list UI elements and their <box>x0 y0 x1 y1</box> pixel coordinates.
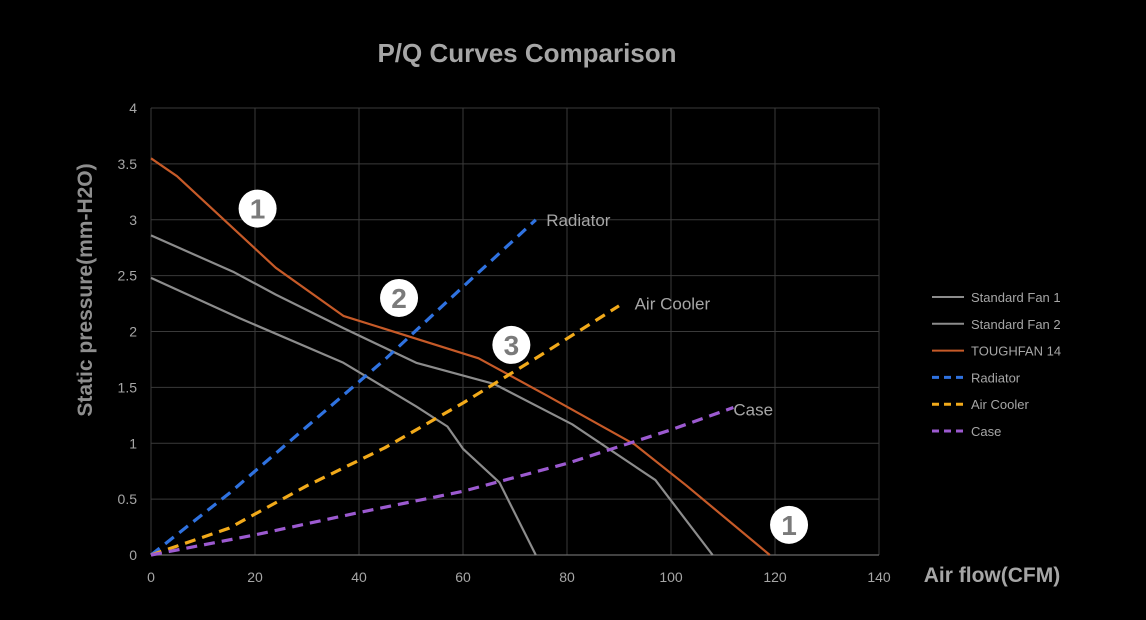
series-line-standard-fan-1 <box>150 276 537 556</box>
legend-label: Standard Fan 2 <box>971 317 1061 332</box>
chart-title: P/Q Curves Comparison <box>377 38 676 68</box>
y-tick-label: 1 <box>129 435 137 451</box>
legend-label: TOUGHFAN 14 <box>971 344 1061 359</box>
x-axis-label: Air flow(CFM) <box>924 564 1060 587</box>
legend-label: Radiator <box>971 370 1021 385</box>
legend-label: Case <box>971 424 1001 439</box>
y-tick-label: 3 <box>129 212 137 228</box>
numbered-marker: 1 <box>238 189 277 228</box>
x-tick-label: 40 <box>351 569 367 585</box>
curve-label: Radiator <box>546 211 611 230</box>
x-tick-label: 140 <box>867 569 891 585</box>
y-tick-label: 3.5 <box>118 156 138 172</box>
series-lines <box>150 157 771 557</box>
y-tick-label: 1.5 <box>118 379 138 395</box>
legend-label: Standard Fan 1 <box>971 290 1061 305</box>
series-line-case <box>150 405 734 557</box>
y-tick-label: 0.5 <box>118 491 138 507</box>
series-line-toughfan-14 <box>150 157 771 556</box>
marker-number: 3 <box>504 330 520 361</box>
marker-number: 2 <box>391 283 407 314</box>
marker-circle <box>238 189 277 228</box>
marker-number: 1 <box>781 510 797 541</box>
x-tick-label: 120 <box>763 569 787 585</box>
y-tick-label: 4 <box>129 100 137 116</box>
tick-labels: 00.511.522.533.540 20 40 60 80 100 120 140 <box>118 100 891 585</box>
numbered-marker: 2 <box>380 278 419 317</box>
y-axis-label: Static pressure(mm-H2O) <box>74 163 97 416</box>
numbered-marker: 3 <box>492 325 531 364</box>
legend: Standard Fan 1 Standard Fan 2 TOUGHFAN 14 R… <box>932 290 1061 439</box>
x-tick-label: 80 <box>559 569 575 585</box>
x-tick-label: 60 <box>455 569 471 585</box>
marker-number: 1 <box>250 194 266 225</box>
y-tick-label: 0 <box>129 547 137 563</box>
x-tick-label: 100 <box>659 569 683 585</box>
series-line-standard-fan-2 <box>150 234 714 556</box>
curve-label: Air Cooler <box>635 295 711 314</box>
marker-circle <box>380 278 419 317</box>
series-line-radiator <box>150 218 537 557</box>
series-line-air-cooler <box>150 304 620 557</box>
y-tick-label: 2.5 <box>118 268 138 284</box>
marker-circle <box>770 505 809 544</box>
y-tick-label: 2 <box>129 324 137 340</box>
numbered-marker: 1 <box>770 505 809 544</box>
legend-label: Air Cooler <box>971 397 1029 412</box>
x-tick-label: 0 <box>147 569 155 585</box>
marker-circle <box>492 325 531 364</box>
curve-label: Case <box>733 401 773 420</box>
x-tick-label: 20 <box>247 569 263 585</box>
annotations: Radiator Air Cooler Case 1 2 3 1 <box>238 189 809 544</box>
